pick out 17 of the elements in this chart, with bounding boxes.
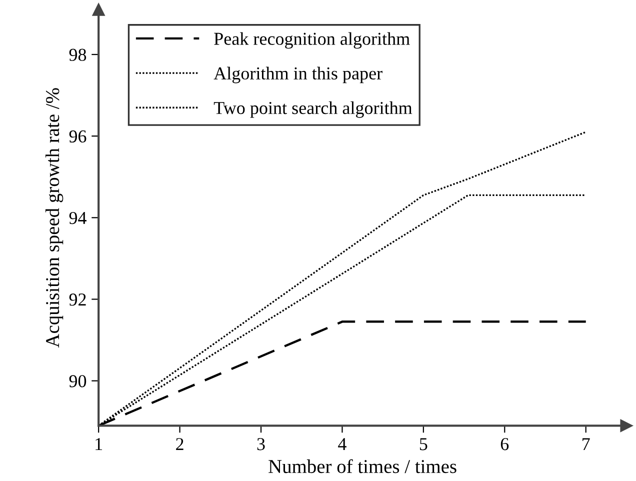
x-tick-label: 3 xyxy=(257,438,265,450)
x-tick-label: 1 xyxy=(96,438,102,450)
x-tick-label: 5 xyxy=(420,438,428,450)
x-tick-label: 7 xyxy=(582,438,590,450)
legend-label: Algorithm in this paper xyxy=(214,66,382,84)
y-tick-label: 98 xyxy=(69,48,86,61)
y-tick-label: 92 xyxy=(69,294,86,306)
y-tick-label: 96 xyxy=(69,130,86,143)
x-tick-label: 6 xyxy=(500,438,509,450)
x-tick-label: 4 xyxy=(338,438,346,450)
legend-label: Two point search algorithm xyxy=(214,101,412,118)
x-axis-title: Number of times / times xyxy=(268,459,456,474)
y-tick-label: 90 xyxy=(69,375,86,388)
y-axis-title: Acquisition speed growth rate /% xyxy=(45,88,64,348)
legend-label: Peak recognition algorithm xyxy=(214,32,410,49)
x-tick-label: 2 xyxy=(176,438,184,450)
y-tick-label: 94 xyxy=(69,212,86,224)
